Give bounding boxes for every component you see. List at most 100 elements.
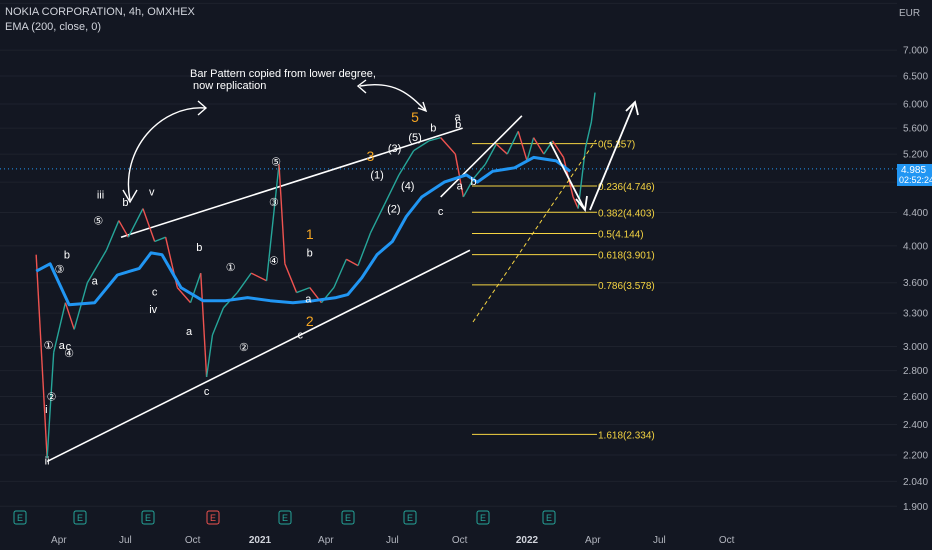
projection-arrow-up xyxy=(589,103,635,211)
time-axis[interactable]: Apr Jul Oct 2021 Apr Jul Oct 2022 Apr Jul Oct xyxy=(51,535,735,546)
wave-label: (3) xyxy=(388,143,401,155)
projection-arrow-down xyxy=(549,141,585,209)
last-price: 4.985 xyxy=(901,165,926,176)
y-tick-label: 4.000 xyxy=(903,241,928,252)
currency-label: EUR xyxy=(899,8,920,19)
projection-arrow-up-head xyxy=(625,100,639,116)
fib-dashed-guide xyxy=(472,139,597,323)
wave-label: ⑤ xyxy=(93,216,103,228)
price-segment xyxy=(428,136,441,142)
x-tick-label: Apr xyxy=(51,535,67,546)
bar-countdown: 02:52:24 xyxy=(899,175,932,185)
y-tick-label: 5.200 xyxy=(903,150,928,161)
y-tick-label: 2.600 xyxy=(903,392,928,403)
x-tick-label: Jul xyxy=(119,535,132,546)
indicator-title: EMA (200, close, 0) xyxy=(5,21,101,33)
price-segment xyxy=(398,150,415,176)
price-segment xyxy=(590,92,596,123)
price-segment xyxy=(53,302,67,353)
earnings-marker xyxy=(476,510,490,525)
earnings-marker xyxy=(13,510,27,525)
wave-label: v xyxy=(149,186,155,198)
price-badge: 4.985 02:52:24 xyxy=(897,164,932,186)
earnings-marker xyxy=(403,510,417,525)
wave-label: c xyxy=(438,206,444,218)
y-tick-label: 2.040 xyxy=(903,477,928,488)
earnings-marker xyxy=(341,510,355,525)
price-segment xyxy=(265,164,280,281)
price-series xyxy=(35,92,596,459)
fib-label: 0.786(3.578) xyxy=(598,281,655,292)
wave-label: (1) xyxy=(370,169,383,181)
price-segment xyxy=(236,272,252,293)
price-segment xyxy=(413,140,430,152)
price-segment xyxy=(383,174,400,205)
price-segment xyxy=(506,130,519,155)
y-tick-label: 4.400 xyxy=(903,208,928,219)
price-segment xyxy=(532,137,545,155)
annotation-arrow-right-tail xyxy=(417,101,428,113)
annotation-arrow-right xyxy=(359,84,426,111)
projection-arrow-down-head xyxy=(575,195,588,213)
earnings-label: E xyxy=(407,513,413,523)
y-tick-label: 3.600 xyxy=(903,278,928,289)
earnings-marker xyxy=(542,510,556,525)
time-axis-bg xyxy=(0,530,897,550)
wave-label: c xyxy=(152,287,158,299)
y-tick-label: 2.800 xyxy=(903,366,928,377)
wave-label: a xyxy=(92,276,99,288)
price-segment xyxy=(205,334,214,378)
price-segment xyxy=(46,352,55,459)
price-segment xyxy=(296,286,310,294)
wave-label: ① xyxy=(44,340,54,352)
price-segment xyxy=(484,143,497,165)
x-tick-label: 2022 xyxy=(516,535,539,546)
wave-label: (5) xyxy=(408,132,421,144)
wave-label: b xyxy=(122,197,128,209)
price-segment xyxy=(284,263,298,293)
x-tick-label: Oct xyxy=(185,535,201,546)
wave-label: ② xyxy=(239,342,249,354)
price-segment xyxy=(105,220,120,251)
wave-label: ③ xyxy=(269,197,279,209)
price-axis[interactable]: 1.900 2.040 2.200 2.400 2.600 2.800 3.000 3.300… xyxy=(903,46,928,513)
wave-label: a xyxy=(457,180,464,192)
price-segment xyxy=(176,287,192,304)
earnings-label: E xyxy=(17,513,23,523)
earnings-label: E xyxy=(282,513,288,523)
wave-label: a xyxy=(59,340,66,352)
price-segment xyxy=(462,178,475,198)
x-tick-label: Apr xyxy=(585,535,601,546)
price-segment xyxy=(454,153,465,198)
channel-lower xyxy=(46,249,471,463)
y-tick-label: 6.500 xyxy=(903,71,928,82)
fib-label: 1.618(2.334) xyxy=(598,430,655,441)
earnings-label: E xyxy=(480,513,486,523)
price-segment xyxy=(118,220,129,238)
fib-label: 0.5(4.144) xyxy=(598,229,644,240)
price-segment xyxy=(211,307,225,336)
price-segment xyxy=(250,272,267,282)
annotation-line-1: Bar Pattern copied from lower degree, xyxy=(190,68,376,80)
price-segment xyxy=(345,258,359,267)
y-tick-label: 3.300 xyxy=(903,309,928,320)
wave-label: (4) xyxy=(401,180,414,192)
grid xyxy=(0,2,897,507)
price-segment xyxy=(200,273,208,377)
wave-label: iii xyxy=(97,189,104,201)
x-tick-label: Oct xyxy=(452,535,468,546)
wave-label: b xyxy=(471,176,477,188)
earnings-label: E xyxy=(77,513,83,523)
wave-label: iv xyxy=(149,304,157,316)
wave-label: 1 xyxy=(306,226,314,242)
earnings-label: E xyxy=(210,513,216,523)
earnings-marker xyxy=(141,510,155,525)
channel-inner xyxy=(440,115,523,198)
price-segment xyxy=(357,232,372,266)
earnings-marker xyxy=(278,510,292,525)
x-tick-label: Jul xyxy=(386,535,399,546)
wave-label: b xyxy=(455,119,461,131)
